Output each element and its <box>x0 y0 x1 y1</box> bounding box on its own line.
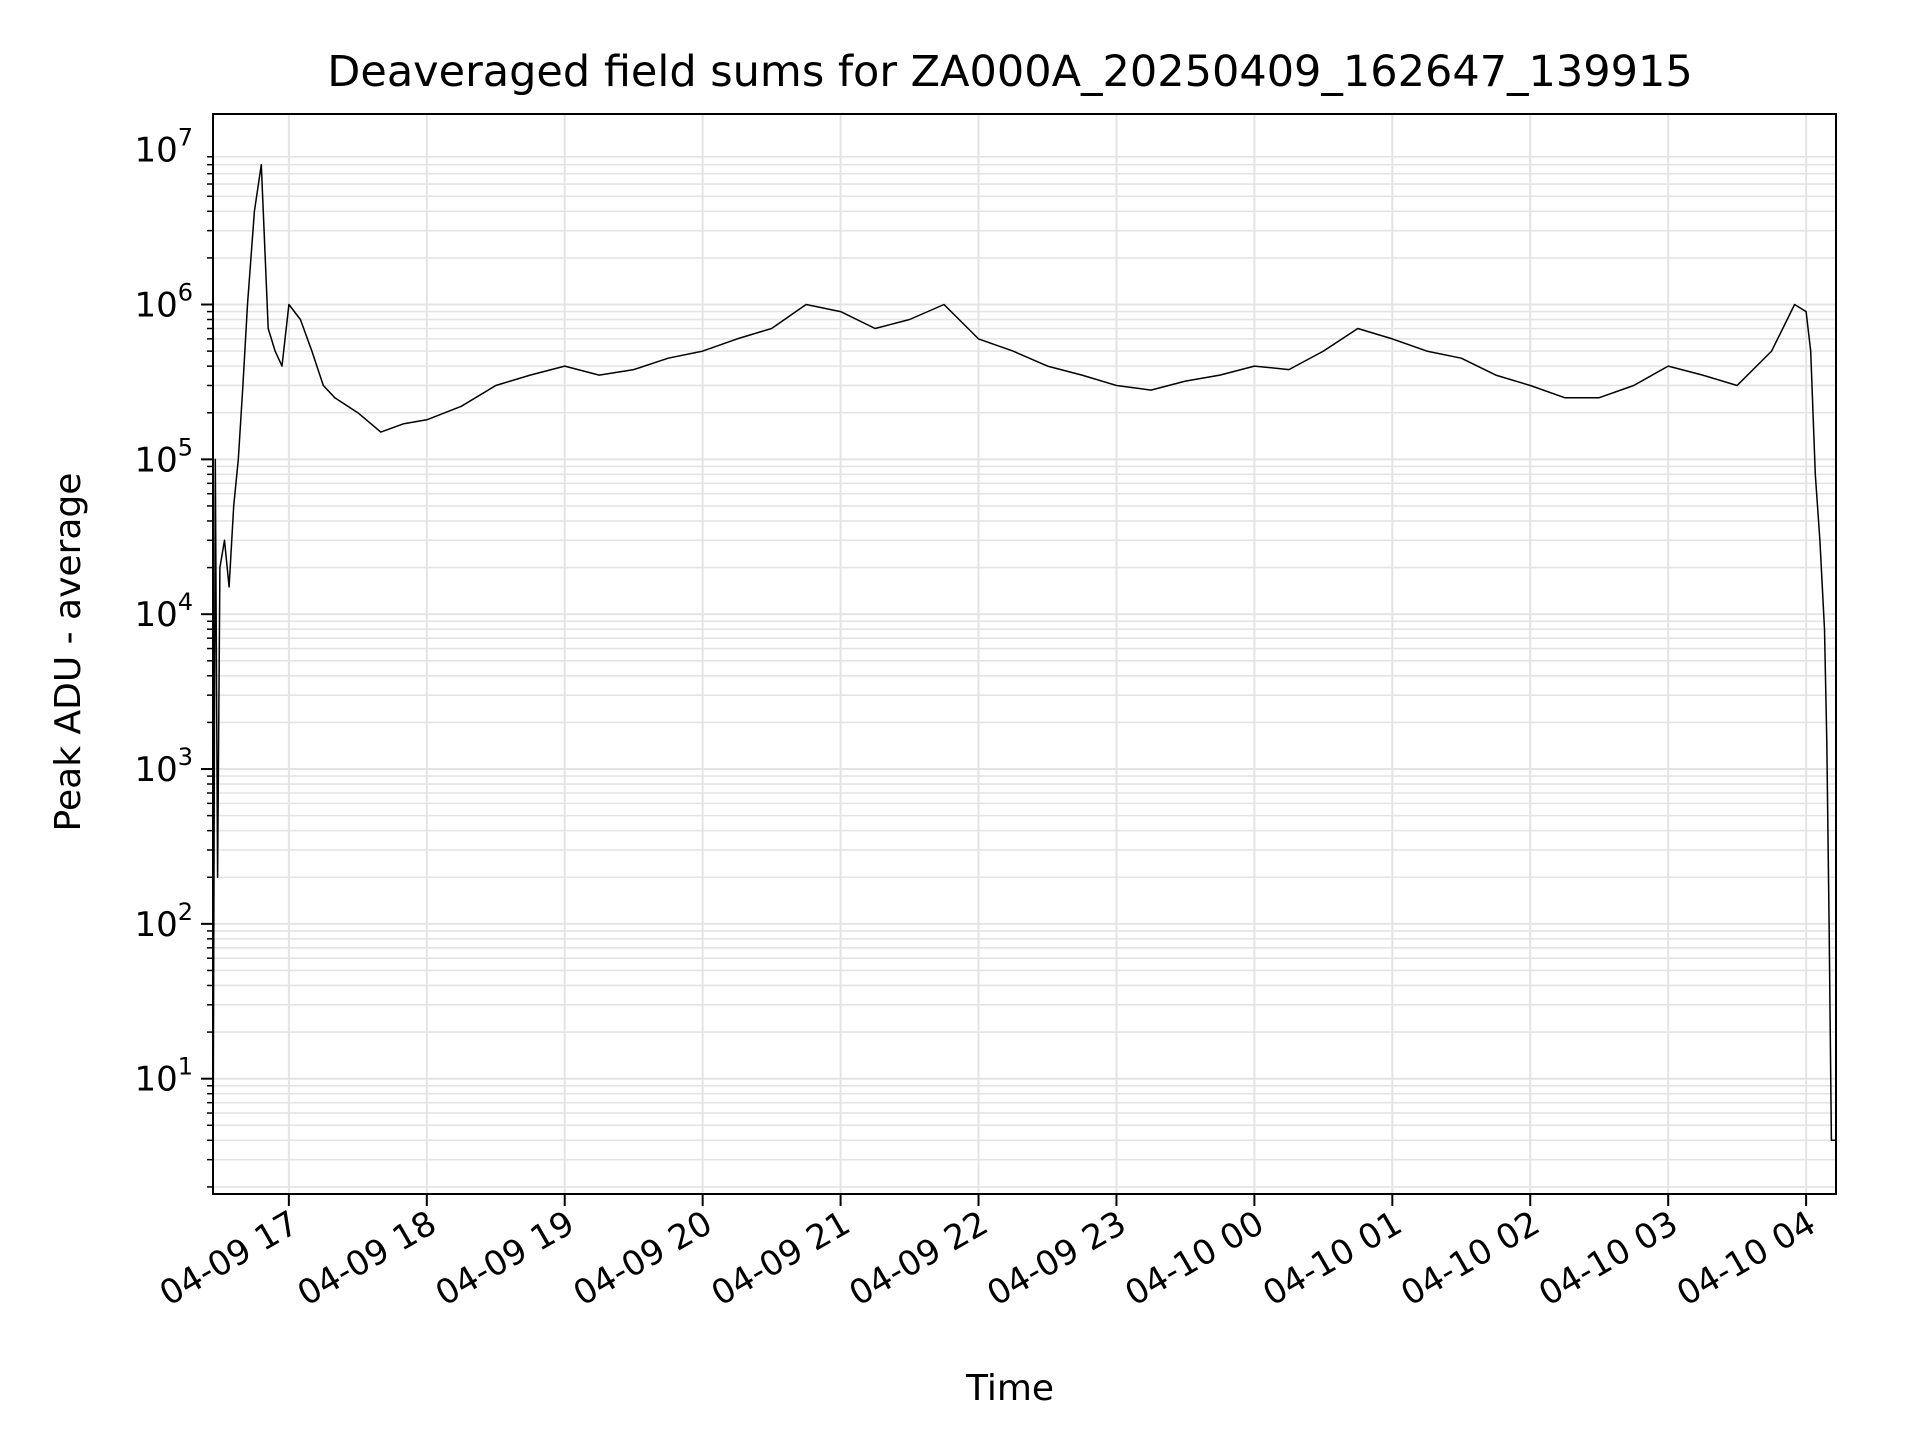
grid <box>213 114 1836 1194</box>
series-line <box>212 163 1836 1187</box>
y-tick-label: 103 <box>134 743 193 790</box>
y-tick-label: 102 <box>134 898 193 945</box>
y-tick-label: 105 <box>134 433 193 480</box>
y-tick-label: 106 <box>134 279 193 326</box>
y-tick-label: 101 <box>134 1053 193 1100</box>
y-axis: 101 102 103 104 105 106 107 <box>134 124 213 1188</box>
series-layer <box>212 163 1836 1187</box>
chart-title: Deaveraged field sums for ZA000A_2025040… <box>327 47 1692 97</box>
x-axis-label: Time <box>965 1368 1054 1409</box>
y-tick-label: 104 <box>134 588 193 635</box>
y-axis-label: Peak ADU - average <box>48 473 89 832</box>
plot-frame <box>212 113 1837 1195</box>
y-tick-label: 107 <box>134 124 193 171</box>
